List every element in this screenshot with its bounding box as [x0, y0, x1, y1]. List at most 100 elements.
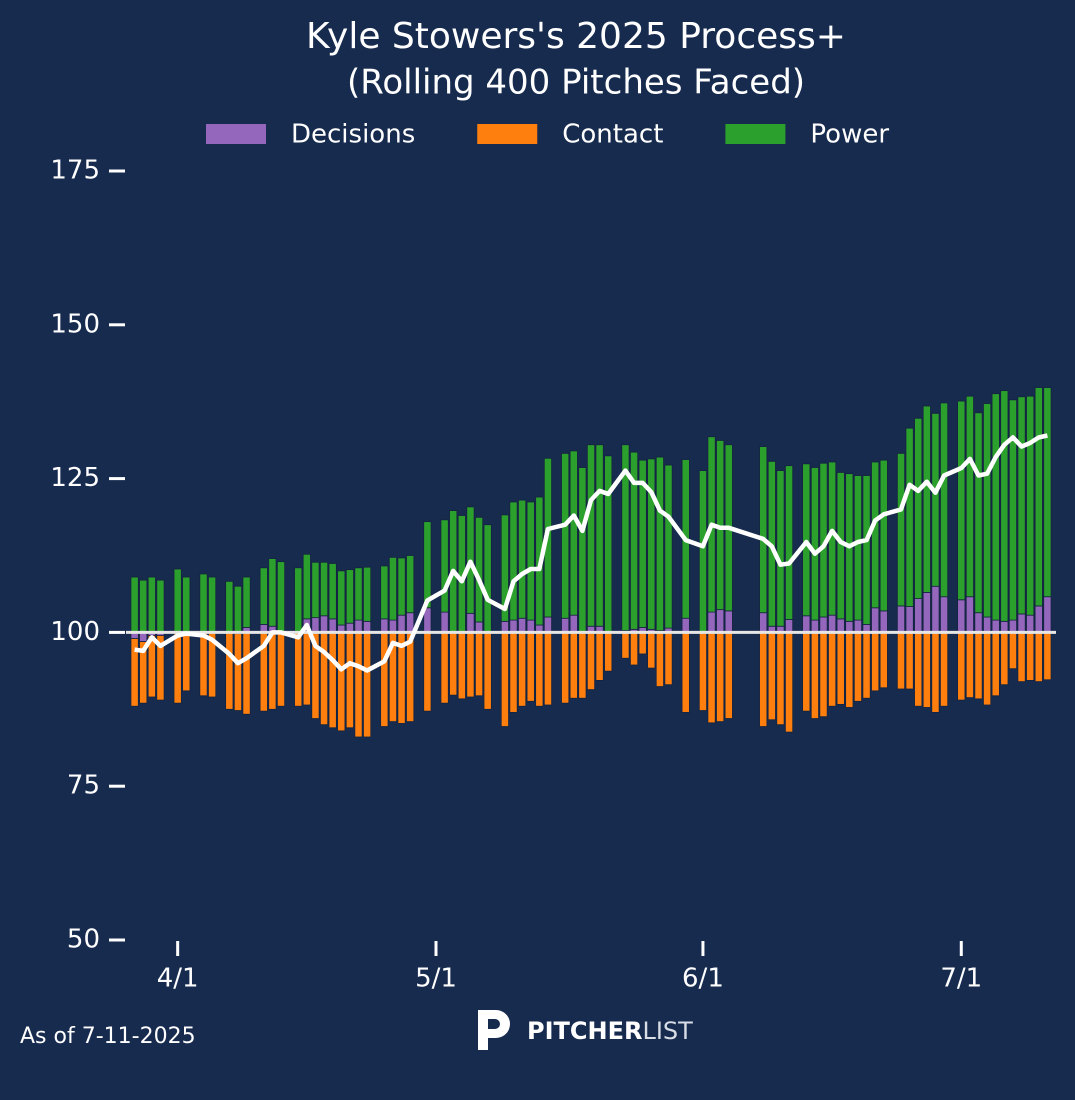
bar-segment	[156, 579, 165, 633]
legend-label: Power	[810, 120, 889, 150]
bar-segment	[526, 619, 535, 633]
y-tick-label: 75	[67, 771, 100, 801]
bar-segment	[828, 632, 837, 707]
bar-segment	[914, 417, 923, 599]
bar-segment	[337, 570, 346, 626]
bar-segment	[182, 632, 191, 692]
bar-segment	[500, 620, 509, 633]
bar-segment	[147, 576, 156, 633]
bar-segment	[1034, 632, 1043, 683]
bar-segment	[638, 632, 647, 655]
bar-segment	[724, 632, 733, 719]
bar-segment	[896, 452, 906, 607]
bar-segment	[1017, 632, 1026, 683]
bar-segment	[862, 632, 871, 699]
bar-segment	[225, 632, 234, 710]
bar-segment	[983, 632, 992, 706]
bar-segment	[1034, 387, 1043, 607]
bar-segment	[862, 475, 871, 625]
bar-segment	[139, 579, 148, 633]
brand-logo: PITCHERLIST	[478, 1010, 693, 1050]
bar-segment	[586, 632, 596, 691]
x-tick-label: 6/1	[682, 964, 724, 994]
bar-segment	[388, 556, 398, 621]
bar-segment	[354, 632, 363, 738]
bar-segment	[974, 632, 983, 700]
bar-segment	[655, 632, 664, 687]
bar-segment	[449, 632, 458, 696]
bar-segment	[974, 612, 983, 633]
bars	[130, 387, 1052, 738]
chart-title: Kyle Stowers's 2025 Process+	[306, 16, 846, 57]
bar-segment	[836, 618, 845, 633]
bar-segment	[802, 632, 811, 712]
bar-segment	[397, 557, 406, 616]
legend-swatch	[725, 124, 786, 144]
bar-segment	[139, 641, 148, 704]
bar-segment	[784, 465, 794, 620]
bar-segment	[363, 632, 372, 738]
bar-segment	[939, 596, 949, 633]
bar-segment	[569, 632, 578, 699]
bar-segment	[922, 592, 931, 633]
bar-segment	[604, 632, 613, 672]
bar-segment	[388, 619, 398, 633]
bar-segment	[518, 617, 527, 633]
bar-segment	[896, 605, 906, 633]
bar-segment	[810, 632, 819, 719]
bar-segment	[483, 632, 492, 710]
bar-segment	[957, 400, 966, 601]
bar-segment	[819, 632, 828, 718]
bar-segment	[939, 632, 949, 707]
bar-segment	[302, 632, 311, 706]
bar-segment	[173, 568, 182, 633]
bar-segment	[621, 632, 630, 659]
bar-segment	[629, 632, 639, 666]
legend: Decisions Contact Power	[206, 120, 889, 150]
bar-segment	[965, 632, 974, 699]
bar-segment	[397, 614, 406, 633]
bar-segment	[474, 632, 484, 697]
bar-segment	[354, 567, 363, 621]
y-tick-label: 150	[50, 309, 100, 339]
bar-segment	[380, 618, 389, 633]
bar-segment	[759, 632, 768, 727]
bar-segment	[199, 632, 208, 697]
bar-segment	[474, 621, 484, 633]
bar-segment	[509, 619, 518, 633]
bar-segment	[406, 555, 415, 614]
bar-segment	[406, 612, 415, 633]
bar-segment	[629, 451, 639, 630]
bar-segment	[1026, 632, 1035, 681]
bar-segment	[784, 632, 794, 733]
bar-segment	[776, 632, 785, 726]
bar-segment	[914, 632, 923, 707]
bar-segment	[638, 459, 647, 628]
bar-segment	[810, 619, 819, 633]
bar-segment	[724, 610, 733, 633]
x-tick-label: 5/1	[415, 964, 457, 994]
bar-segment	[225, 580, 234, 633]
bar-segment	[991, 619, 1000, 633]
bar-segment	[319, 632, 329, 726]
bar-segment	[595, 444, 604, 627]
bar-segment	[423, 521, 432, 609]
bar-segment	[380, 565, 389, 620]
bar-segment	[509, 501, 518, 621]
x-tick-label: 4/1	[157, 964, 199, 994]
bar-segment	[836, 632, 845, 705]
bar-segment	[500, 514, 509, 622]
brand-light: LIST	[642, 1017, 693, 1045]
brand-text: PITCHERLIST	[527, 1017, 693, 1045]
bar-segment	[363, 620, 372, 633]
bar-segment	[1026, 614, 1035, 633]
bar-segment	[957, 632, 966, 701]
bar-segment	[294, 567, 303, 633]
bar-segment	[526, 501, 535, 621]
brand-bold: PITCHER	[527, 1017, 642, 1045]
bar-segment	[707, 611, 716, 633]
bar-segment	[931, 412, 940, 587]
legend-swatch	[477, 124, 538, 144]
footer-note: As of 7-11-2025	[20, 1024, 196, 1049]
